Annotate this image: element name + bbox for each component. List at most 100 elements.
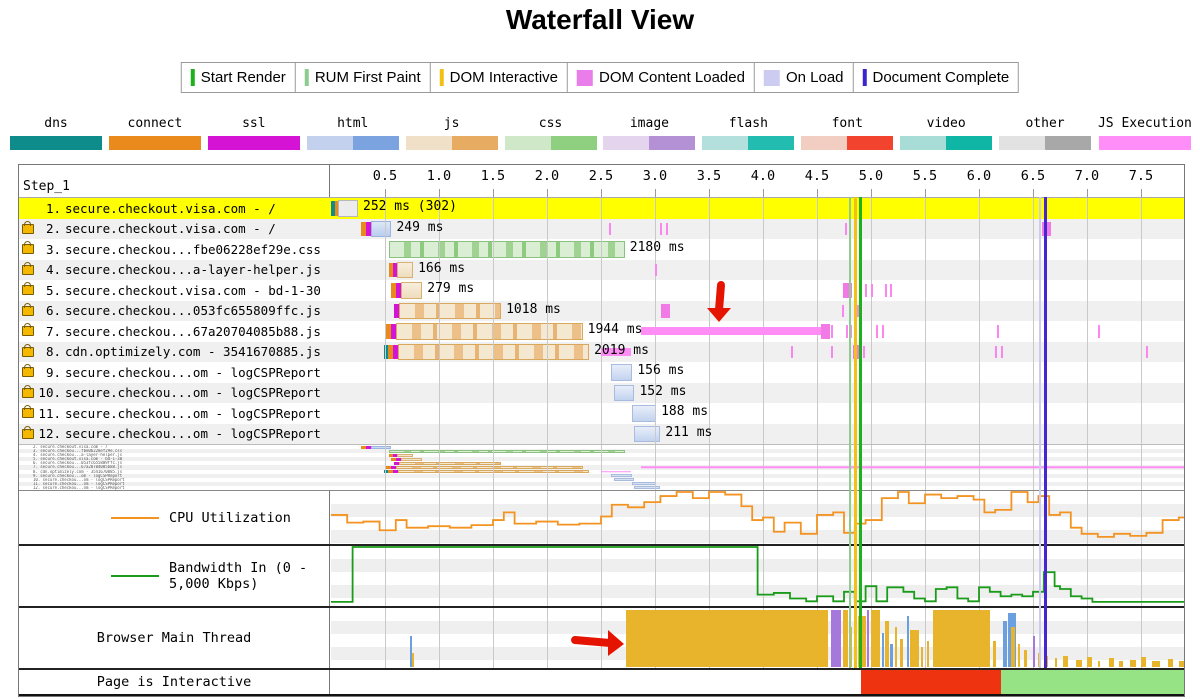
main-thread-activity-bar [858, 615, 866, 667]
resource-legend-label: video [926, 116, 966, 131]
waterfall-bar [634, 425, 661, 442]
main-thread-activity-bar [1151, 661, 1161, 667]
axis-tick-mark [1087, 189, 1088, 197]
swatch-light [603, 136, 650, 150]
cpu-line-swatch [111, 516, 159, 519]
grid-line [439, 445, 440, 490]
grid-line [763, 198, 764, 444]
main-thread-activity-bar [1017, 644, 1021, 667]
request-bars: 166 ms [331, 260, 1184, 281]
lock-icon [22, 220, 34, 234]
swatch-light [999, 136, 1046, 150]
grid-line [817, 198, 818, 444]
connect-phase-bar [334, 201, 338, 216]
request-number: 9. [45, 364, 61, 380]
request-label[interactable]: 11. secure.checkou...om - logCSPReport [19, 403, 331, 424]
collapsed-request-label: 2. secure.checkout.visa.com - / [33, 445, 108, 449]
grid-line [871, 546, 872, 606]
resource-legend-item: other [999, 116, 1092, 150]
main-thread-activity-bar [1045, 655, 1049, 667]
swatch-dark [550, 136, 597, 150]
ssl-phase-bar [395, 457, 401, 461]
main-thread-activity-bar [409, 635, 412, 667]
grid-line [817, 546, 818, 606]
request-bars: 2180 ms [331, 239, 1184, 260]
swatch-light [900, 136, 947, 150]
event-legend-label: Start Render [200, 69, 286, 86]
collapsed-request-label: 8. cdn.optimizely.com - 3541670885.js [33, 469, 123, 474]
event-legend-label: DOM Interactive [449, 69, 559, 86]
connect-phase-bar [388, 470, 394, 474]
request-number: 8. [45, 344, 61, 360]
collapsed-request-label: 9. secure.checkou...om - logCSPReport [33, 473, 123, 478]
request-label[interactable]: 1. secure.checkout.visa.com - / [19, 198, 331, 219]
js-execution-tick [997, 325, 1000, 338]
grid-line [1033, 198, 1034, 444]
page-interactive-label: Page is Interactive [96, 674, 252, 690]
main-thread-activity-bar [885, 621, 890, 667]
resource-legend-label: image [629, 116, 669, 131]
axis-tick-label: 2.0 [534, 168, 560, 184]
request-label[interactable]: 9. secure.checkou...om - logCSPReport [19, 362, 331, 383]
swatch-dark [352, 136, 399, 150]
lock-icon [22, 282, 34, 296]
request-bars: 211 ms [331, 424, 1184, 445]
event-legend-item: On Load [755, 63, 854, 92]
grid-line [709, 198, 710, 444]
main-thread-label: Browser Main Thread [96, 630, 252, 646]
request-bars [331, 453, 1184, 457]
request-label[interactable]: 2. secure.checkout.visa.com - / [19, 219, 331, 240]
request-label[interactable]: 3. secure.checkou...fbe06228ef29e.css [19, 239, 331, 260]
main-thread-activity-bar [894, 627, 897, 667]
grid-line [925, 608, 926, 668]
request-url: secure.checkou...om - logCSPReport [65, 364, 321, 380]
swatch-dark [154, 136, 201, 150]
waterfall-table: Step_1 0.5 1.0 1.5 2.0 2.5 3.0 3.5 4.0 4.5 5.0 5.5… [18, 164, 1185, 697]
resource-legend-item: flash [702, 116, 795, 150]
grid-line [1141, 546, 1142, 606]
swatch-dark [1144, 136, 1191, 150]
collapsed-request-label: 4. secure.checkou...a-layer-helper.js [33, 453, 123, 458]
resource-legend-label: dns [44, 116, 68, 131]
grid-line [385, 491, 386, 544]
bandwidth-legend-cell: Bandwidth In (0 - 5,000 Kbps) [19, 546, 330, 606]
resource-legend-swatch [10, 136, 102, 150]
axis-tick-mark [871, 189, 872, 197]
request-row[interactable]: 7. secure.checkou...67a20704085b88.js 1944… [19, 321, 1184, 342]
main-thread-section: Browser Main Thread [19, 606, 1184, 668]
resource-legend-item: dns [10, 116, 102, 150]
request-number: 2. [45, 221, 61, 237]
main-thread-activity-bar [1130, 660, 1136, 667]
swatch-light [801, 136, 848, 150]
connect-phase-bar [386, 465, 391, 470]
request-label[interactable]: 7. secure.checkou...67a20704085b88.js [19, 321, 331, 342]
ssl-phase-bar [395, 283, 401, 298]
grid-line [439, 608, 440, 668]
request-label[interactable]: 8. cdn.optimizely.com - 3541670885.js [19, 342, 331, 363]
request-label[interactable]: 12. secure.checkou...om - logCSPReport [19, 424, 331, 445]
grid-line [439, 546, 440, 606]
main-thread-activity-bar [1097, 661, 1100, 667]
swatch-dark [649, 136, 696, 150]
grid-line [547, 608, 548, 668]
request-label[interactable]: 4. secure.checkou...a-layer-helper.js [19, 260, 331, 281]
bandwidth-section: Bandwidth In (0 - 5,000 Kbps) [19, 544, 1184, 606]
axis-tick-label: 4.5 [804, 168, 830, 184]
main-thread-activity-bar [1141, 656, 1147, 667]
request-label[interactable]: 5. secure.checkout.visa.com - bd-1-30 [19, 280, 331, 301]
request-bars [331, 478, 1184, 482]
request-rows: 1. secure.checkout.visa.com - / 252 ms (30… [19, 198, 1184, 444]
request-label[interactable]: 6. secure.checkou...053fc655809ffc.js [19, 301, 331, 322]
grid-line [439, 198, 440, 444]
grid-line [709, 491, 710, 544]
main-thread-chart [331, 608, 1184, 668]
resource-legend-swatch [108, 136, 201, 150]
dom-content-loaded-marker [661, 303, 671, 318]
swatch-dark [946, 136, 993, 150]
js-execution-tick [864, 284, 867, 297]
request-label[interactable]: 10. secure.checkou...om - logCSPReport [19, 383, 331, 404]
axis-tick-mark [655, 189, 656, 197]
grid-line [493, 198, 494, 444]
request-bars [331, 465, 1184, 470]
